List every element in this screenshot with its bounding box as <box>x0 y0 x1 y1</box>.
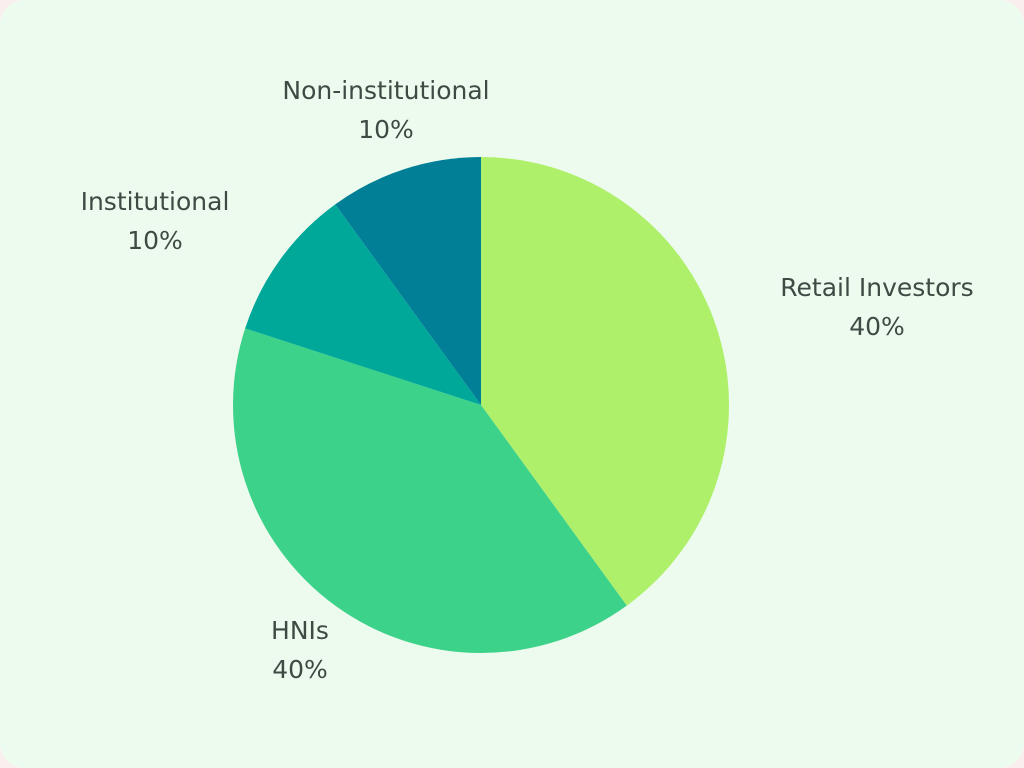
slice-value-label: 40% <box>272 655 328 684</box>
slice-label: Retail Investors <box>780 273 973 302</box>
slice-label: Non-institutional <box>282 76 489 105</box>
pie-slice <box>335 157 481 405</box>
pie-slice <box>245 204 481 405</box>
slice-value-label: 10% <box>127 226 183 255</box>
slice-label: HNIs <box>271 616 329 645</box>
slice-value-label: 40% <box>849 312 905 341</box>
slice-label: Institutional <box>81 187 230 216</box>
pie-slice <box>233 328 627 653</box>
pie-slice <box>481 157 729 606</box>
slice-value-label: 10% <box>358 115 414 144</box>
